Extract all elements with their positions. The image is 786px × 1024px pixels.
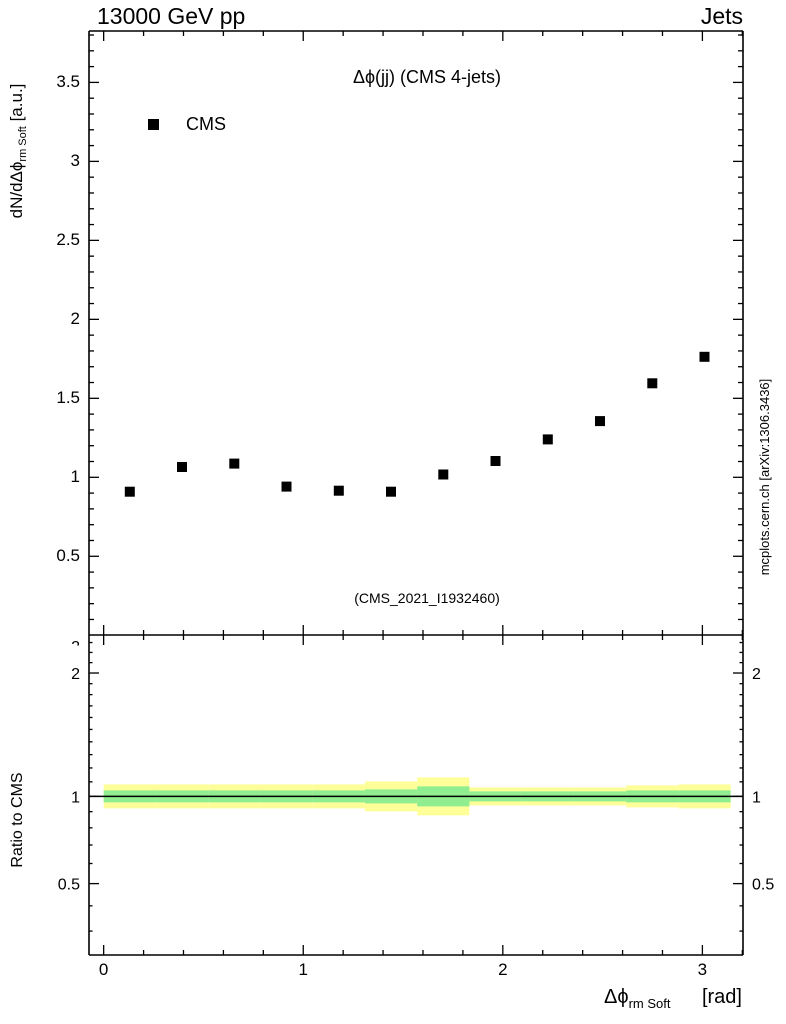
svg-text:[rad]: [rad] — [702, 986, 742, 1008]
svg-text:2.5: 2.5 — [56, 230, 80, 249]
svg-text:3.5: 3.5 — [56, 72, 80, 91]
svg-text:2: 2 — [71, 666, 80, 683]
svg-text:1: 1 — [71, 789, 80, 806]
svg-text:13000 GeV pp: 13000 GeV pp — [97, 3, 245, 29]
svg-text:Jets: Jets — [701, 3, 743, 29]
svg-text:1: 1 — [299, 960, 308, 979]
svg-text:0.5: 0.5 — [56, 546, 80, 565]
svg-text:CMS: CMS — [186, 114, 226, 134]
svg-text:3: 3 — [698, 960, 707, 979]
svg-text:mcplots.cern.ch [arXiv:1306.34: mcplots.cern.ch [arXiv:1306.3436] — [757, 379, 772, 576]
svg-text:0.5: 0.5 — [752, 877, 774, 894]
svg-text:3: 3 — [71, 151, 80, 170]
svg-text:Ratio to CMS: Ratio to CMS — [9, 772, 26, 867]
svg-text:0: 0 — [99, 960, 108, 979]
svg-text:(CMS_2021_I1932460): (CMS_2021_I1932460) — [354, 590, 500, 606]
svg-text:2: 2 — [71, 309, 80, 328]
svg-text:2: 2 — [498, 960, 507, 979]
svg-text:1: 1 — [71, 467, 80, 486]
svg-text:Δϕ(jj) (CMS 4-jets): Δϕ(jj) (CMS 4-jets) — [353, 67, 501, 87]
svg-text:1.5: 1.5 — [56, 388, 80, 407]
svg-text:0.5: 0.5 — [58, 877, 80, 894]
svg-text:1: 1 — [752, 789, 761, 806]
svg-text:2: 2 — [752, 666, 761, 683]
